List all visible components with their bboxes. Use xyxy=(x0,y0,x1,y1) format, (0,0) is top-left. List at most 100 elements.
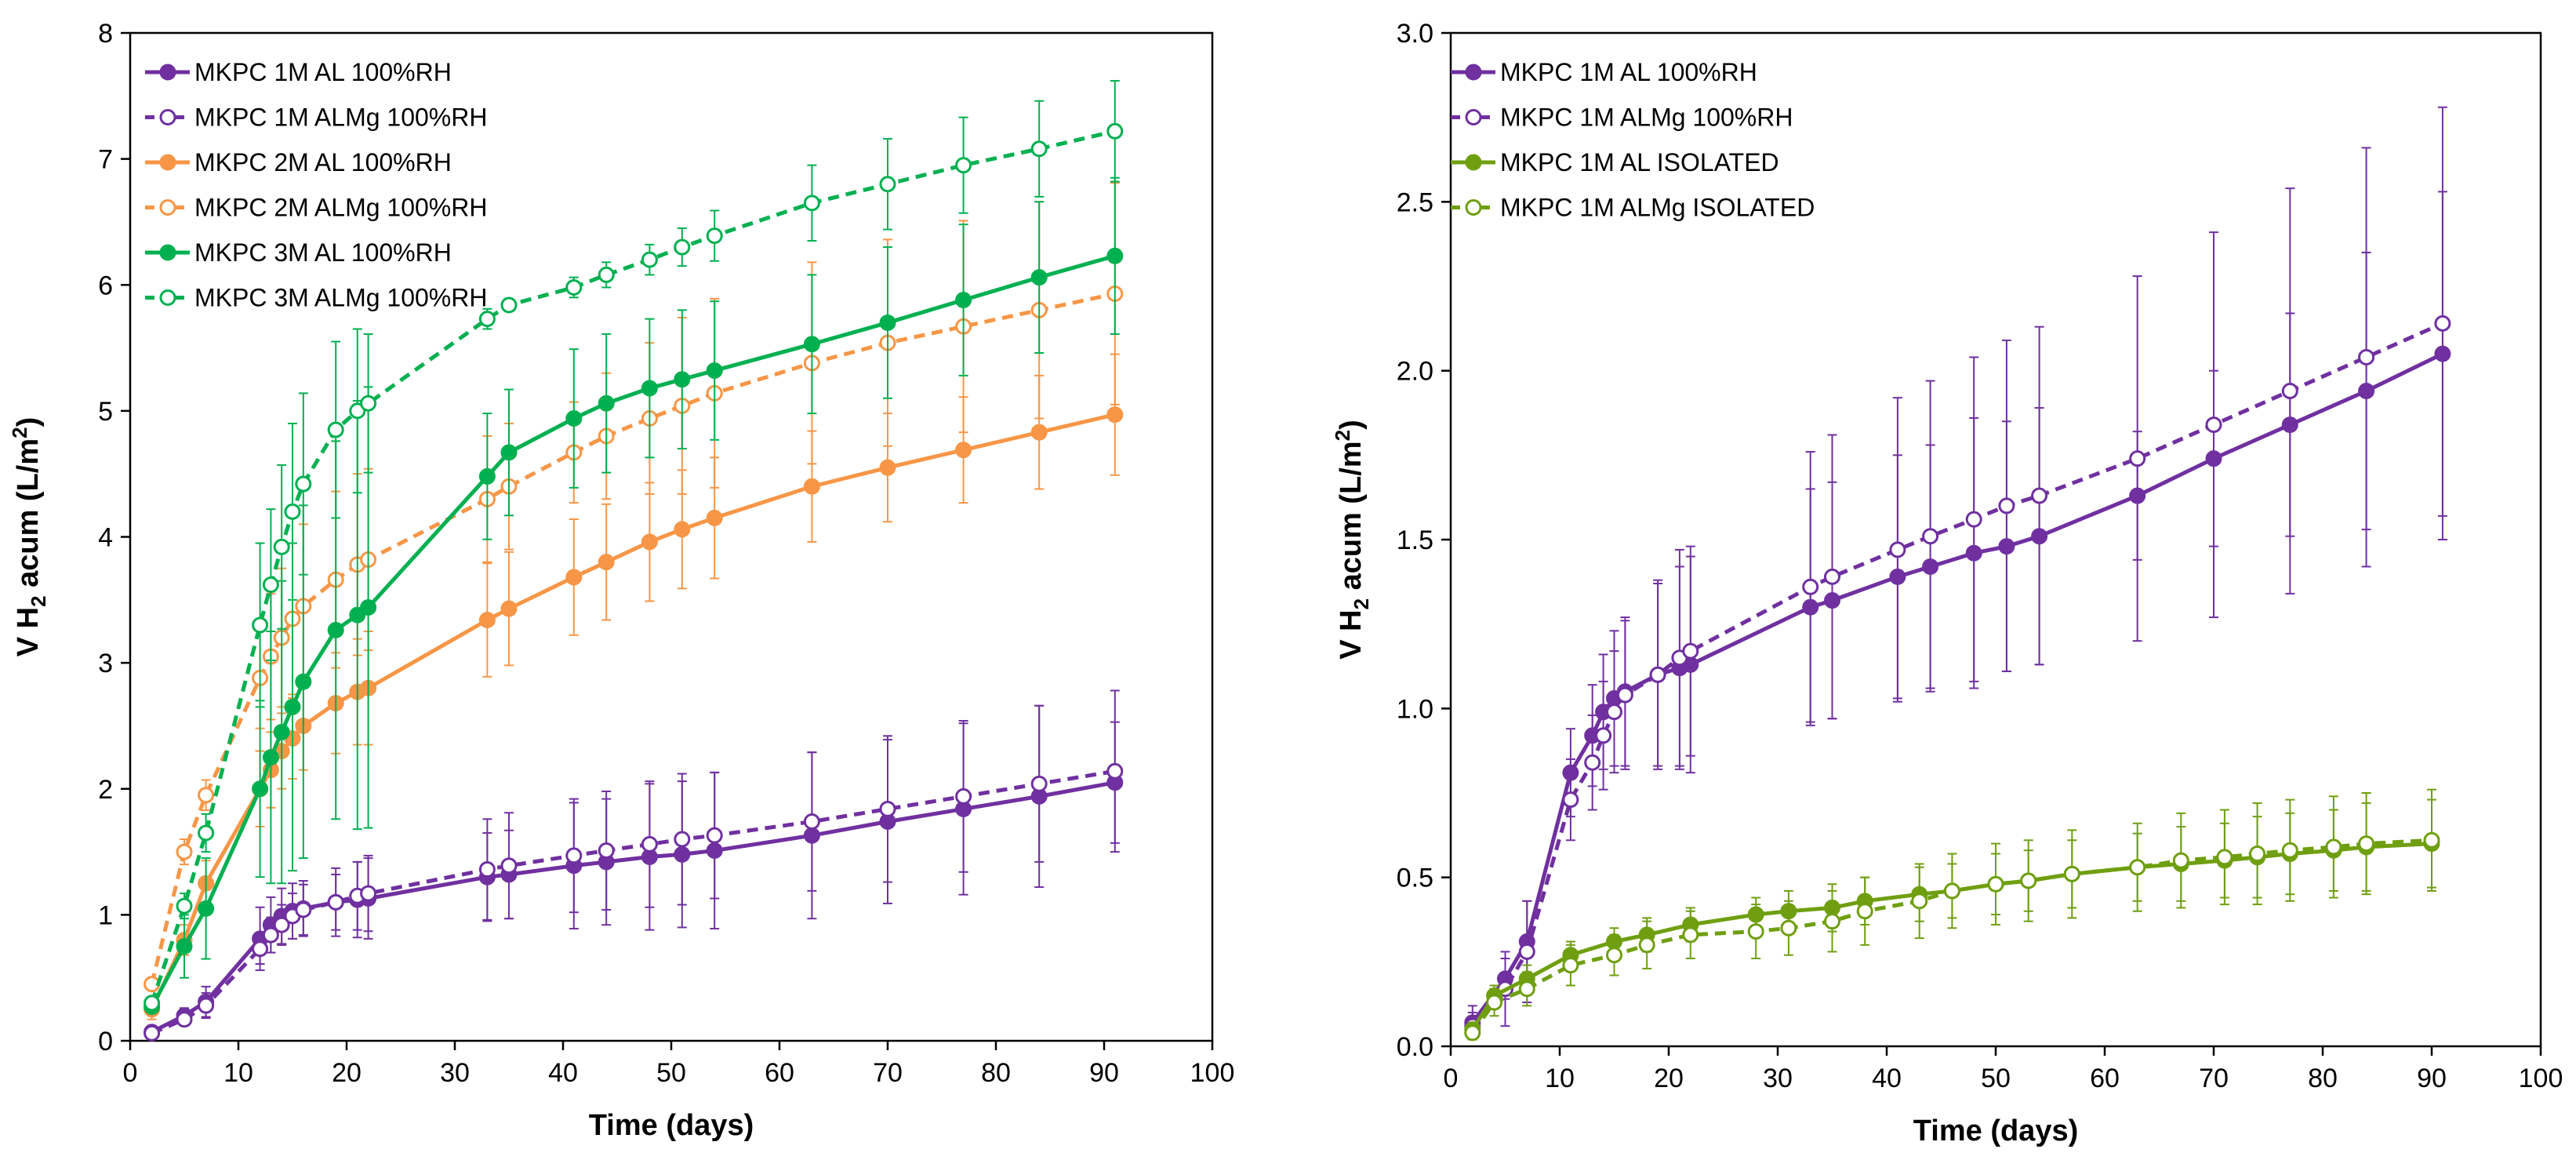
legend-label: MKPC 3M AL 100%RH xyxy=(194,238,452,267)
legend-label: MKPC 1M AL 100%RH xyxy=(1500,58,1757,86)
data-point xyxy=(478,861,496,878)
data-point xyxy=(360,885,377,902)
legend-marker xyxy=(1465,64,1482,81)
data-point xyxy=(598,554,615,571)
y-tick-label: 5 xyxy=(98,397,113,427)
data-point xyxy=(2281,842,2298,859)
legend-label: MKPC 1M AL ISOLATED xyxy=(1500,148,1779,176)
y-tick-label: 7 xyxy=(98,145,113,175)
data-point xyxy=(2031,487,2048,504)
data-point xyxy=(2358,348,2375,365)
data-point xyxy=(879,459,896,476)
legend-entry: MKPC 1M AL 100%RH xyxy=(145,58,452,86)
data-point xyxy=(1595,727,1612,744)
x-tick-label: 90 xyxy=(2417,1064,2447,1093)
y-tick-label: 2.5 xyxy=(1397,187,1433,217)
data-point xyxy=(327,893,344,911)
x-axis-title: Time (days) xyxy=(1913,1115,2078,1147)
data-point xyxy=(641,251,658,268)
data-point xyxy=(2020,872,2037,889)
y-tick-label: 4 xyxy=(98,523,113,553)
data-point xyxy=(360,598,377,616)
data-point xyxy=(176,843,193,860)
data-point xyxy=(2063,865,2080,882)
series-line xyxy=(1470,838,2432,1035)
data-point xyxy=(1518,943,1535,960)
x-tick-label: 60 xyxy=(765,1058,794,1088)
legend-label: MKPC 1M ALMg ISOLATED xyxy=(1500,194,1815,222)
legend-marker xyxy=(159,109,176,125)
data-point xyxy=(1802,578,1819,595)
legend-label: MKPC 3M ALMg 100%RH xyxy=(194,284,487,312)
series-mkpc-3m-almg-100-rh xyxy=(144,80,1124,1012)
data-point xyxy=(176,897,193,915)
data-point xyxy=(1638,936,1655,954)
data-point xyxy=(565,278,583,296)
data-point xyxy=(955,157,972,174)
y-axis-title-subscript: 2 xyxy=(1350,598,1373,609)
y-tick-label: 3.0 xyxy=(1397,19,1433,49)
legend-entry: MKPC 1M AL ISOLATED xyxy=(1451,148,1779,176)
data-point xyxy=(674,521,691,538)
data-point xyxy=(1889,541,1906,558)
series-mkpc-1m-al-100-rh xyxy=(144,704,1124,1041)
legend-label: MKPC 2M ALMg 100%RH xyxy=(194,194,487,222)
data-point xyxy=(674,371,691,388)
legend-marker xyxy=(159,154,176,171)
legend-marker xyxy=(1465,154,1482,171)
legend-entry: MKPC 1M ALMg ISOLATED xyxy=(1451,194,1815,222)
x-tick-label: 100 xyxy=(2519,1064,2563,1093)
data-point xyxy=(349,606,366,624)
data-point xyxy=(803,813,820,831)
legend-entry: MKPC 2M ALMg 100%RH xyxy=(145,194,487,222)
data-point xyxy=(198,787,215,804)
data-point xyxy=(879,176,896,193)
data-point xyxy=(598,842,615,859)
y-tick-label: 1.0 xyxy=(1397,694,1433,724)
x-tick-label: 50 xyxy=(1981,1064,2011,1093)
data-point xyxy=(598,395,615,412)
data-point xyxy=(478,467,496,485)
data-point xyxy=(2172,852,2189,869)
x-tick-label: 30 xyxy=(1763,1064,1793,1093)
legend-label: MKPC 2M AL 100%RH xyxy=(194,148,452,176)
data-point xyxy=(500,857,518,875)
data-point xyxy=(1824,913,1840,930)
x-tick-label: 30 xyxy=(440,1058,470,1088)
data-point xyxy=(262,576,279,594)
series-mkpc-1m-almg-100-rh xyxy=(1464,106,2451,1041)
data-point xyxy=(1106,247,1124,264)
series-mkpc-1m-almg-isolated xyxy=(1464,788,2440,1042)
data-point xyxy=(1030,269,1048,286)
data-point xyxy=(262,926,279,944)
left-chart-panel: 0 10 20 30 40 50 60 70 80 90 100 0 1 2 3 4 5 6 7 8 Time (day… xyxy=(8,19,1234,1142)
data-point xyxy=(2358,835,2375,853)
data-point xyxy=(1682,926,1699,944)
data-point xyxy=(273,723,290,740)
data-point xyxy=(176,1011,193,1028)
data-point xyxy=(641,533,658,551)
legend-label: MKPC 1M ALMg 100%RH xyxy=(1500,104,1793,132)
x-tick-label: 60 xyxy=(2090,1064,2120,1093)
data-point xyxy=(803,478,820,495)
data-point xyxy=(1106,122,1124,140)
data-point xyxy=(252,940,269,958)
data-point xyxy=(955,442,972,459)
data-point xyxy=(1030,424,1048,441)
y-tick-label: 0 xyxy=(98,1027,113,1056)
data-point xyxy=(879,314,896,331)
legend-marker xyxy=(159,244,176,261)
series-mkpc-1m-al-100-rh xyxy=(1464,191,2451,1041)
legend-entry: MKPC 3M ALMg 100%RH xyxy=(145,284,487,312)
data-point xyxy=(284,503,301,520)
data-point xyxy=(1780,919,1797,936)
data-point xyxy=(1584,754,1601,771)
legend-marker xyxy=(1465,199,1482,216)
y-axis-title-part: V H xyxy=(12,607,45,656)
data-point xyxy=(1486,994,1503,1011)
legend-entry: MKPC 1M AL 100%RH xyxy=(1451,58,1757,86)
data-point xyxy=(262,749,279,766)
data-point xyxy=(1562,957,1579,974)
